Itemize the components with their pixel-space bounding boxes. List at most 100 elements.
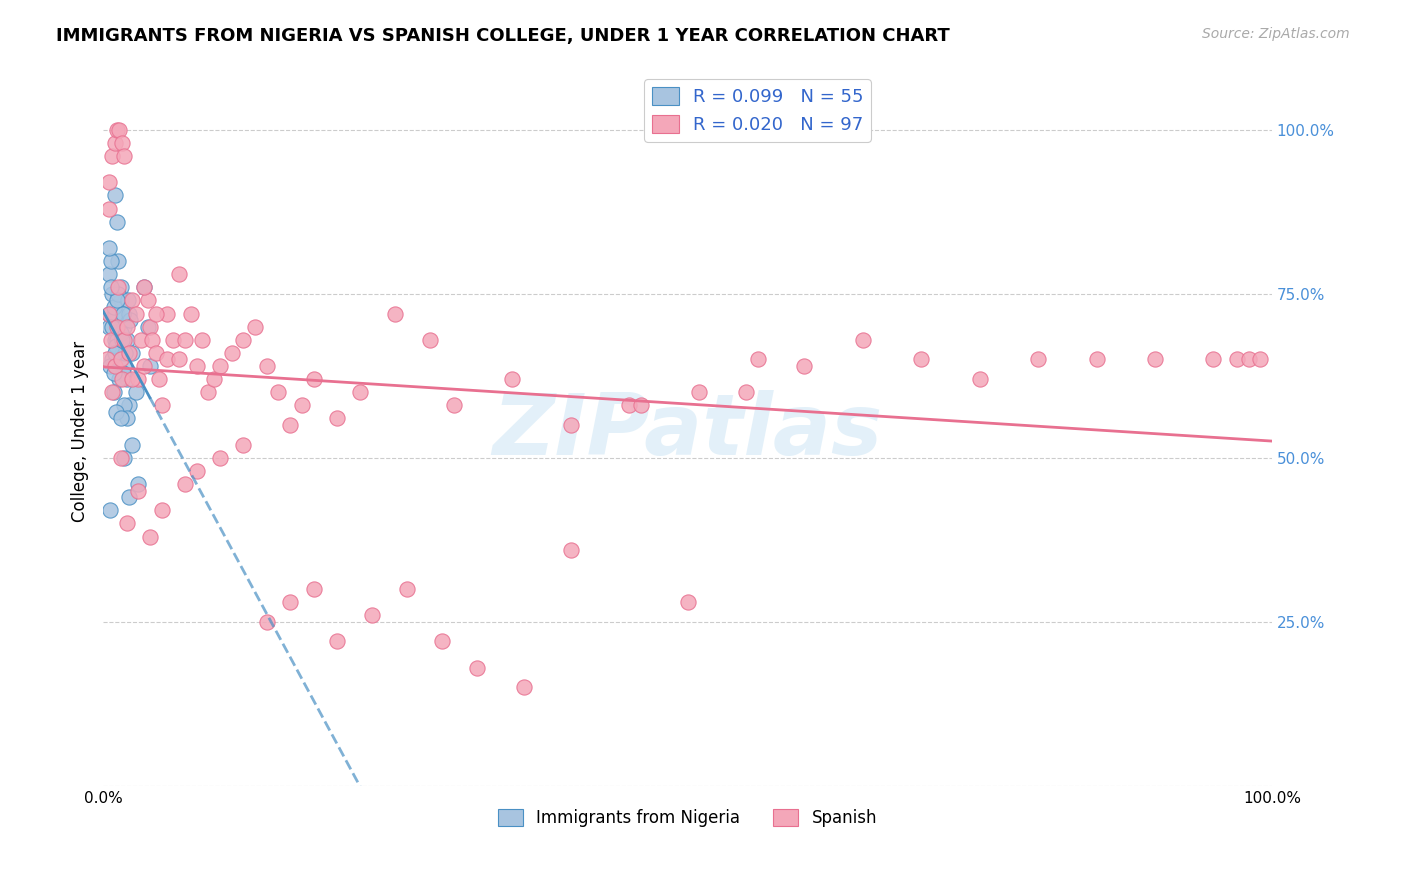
Point <box>256 615 278 629</box>
Point <box>291 398 314 412</box>
Point <box>267 385 290 400</box>
Point <box>125 307 148 321</box>
Point <box>112 450 135 465</box>
Point <box>278 595 301 609</box>
Point <box>118 313 141 327</box>
Point <box>221 346 243 360</box>
Point <box>278 418 301 433</box>
Point <box>104 339 127 353</box>
Point <box>630 398 652 412</box>
Point <box>104 359 127 373</box>
Point <box>145 307 167 321</box>
Point <box>1226 352 1249 367</box>
Point <box>98 359 121 373</box>
Point <box>129 333 152 347</box>
Point <box>202 372 225 386</box>
Point <box>910 352 932 367</box>
Point <box>101 149 124 163</box>
Point <box>110 411 132 425</box>
Point <box>735 385 758 400</box>
Point <box>1249 352 1271 367</box>
Point <box>132 280 155 294</box>
Point <box>191 333 214 347</box>
Point <box>208 359 231 373</box>
Point <box>112 319 135 334</box>
Point <box>560 418 582 433</box>
Point <box>115 516 138 531</box>
Point <box>104 188 127 202</box>
Point <box>115 333 138 347</box>
Point <box>197 385 219 400</box>
Point <box>115 411 138 425</box>
Point <box>104 405 127 419</box>
Point <box>384 307 406 321</box>
Text: IMMIGRANTS FROM NIGERIA VS SPANISH COLLEGE, UNDER 1 YEAR CORRELATION CHART: IMMIGRANTS FROM NIGERIA VS SPANISH COLLE… <box>56 27 950 45</box>
Point <box>98 267 121 281</box>
Point <box>112 398 135 412</box>
Point <box>115 372 138 386</box>
Point <box>361 608 384 623</box>
Point <box>156 352 179 367</box>
Point <box>969 372 991 386</box>
Point <box>98 307 121 321</box>
Text: ZIPatlas: ZIPatlas <box>492 390 883 473</box>
Legend: Immigrants from Nigeria, Spanish: Immigrants from Nigeria, Spanish <box>491 803 884 834</box>
Point <box>186 464 208 478</box>
Point <box>747 352 769 367</box>
Point <box>98 175 121 189</box>
Point <box>150 503 173 517</box>
Point <box>98 503 121 517</box>
Point <box>1026 352 1049 367</box>
Point <box>110 280 132 294</box>
Point <box>96 352 118 367</box>
Point <box>103 385 125 400</box>
Point <box>136 293 159 308</box>
Point <box>132 359 155 373</box>
Point <box>243 319 266 334</box>
Point <box>107 254 129 268</box>
Point <box>1143 352 1166 367</box>
Point <box>1202 352 1225 367</box>
Point <box>105 333 128 347</box>
Point <box>125 385 148 400</box>
Point <box>101 319 124 334</box>
Point <box>98 241 121 255</box>
Point <box>121 438 143 452</box>
Point <box>121 372 143 386</box>
Point <box>101 286 124 301</box>
Point <box>110 352 132 367</box>
Point <box>1237 352 1260 367</box>
Point <box>162 333 184 347</box>
Point <box>98 319 121 334</box>
Point <box>395 582 418 596</box>
Point <box>108 372 131 386</box>
Text: Source: ZipAtlas.com: Source: ZipAtlas.com <box>1202 27 1350 41</box>
Point <box>103 300 125 314</box>
Point <box>326 411 349 425</box>
Point <box>302 582 325 596</box>
Point <box>145 346 167 360</box>
Point <box>110 293 132 308</box>
Point <box>419 333 441 347</box>
Point <box>232 333 254 347</box>
Point <box>560 542 582 557</box>
Point <box>111 346 134 360</box>
Point <box>104 346 127 360</box>
Point <box>132 280 155 294</box>
Point <box>110 450 132 465</box>
Point <box>101 385 124 400</box>
Point <box>105 123 128 137</box>
Point <box>107 286 129 301</box>
Point <box>150 398 173 412</box>
Point <box>208 450 231 465</box>
Point <box>101 352 124 367</box>
Point <box>111 372 134 386</box>
Point <box>105 293 128 308</box>
Point <box>139 530 162 544</box>
Point <box>104 307 127 321</box>
Point <box>501 372 523 386</box>
Point <box>104 333 127 347</box>
Point <box>117 293 139 308</box>
Point <box>118 398 141 412</box>
Point <box>167 267 190 281</box>
